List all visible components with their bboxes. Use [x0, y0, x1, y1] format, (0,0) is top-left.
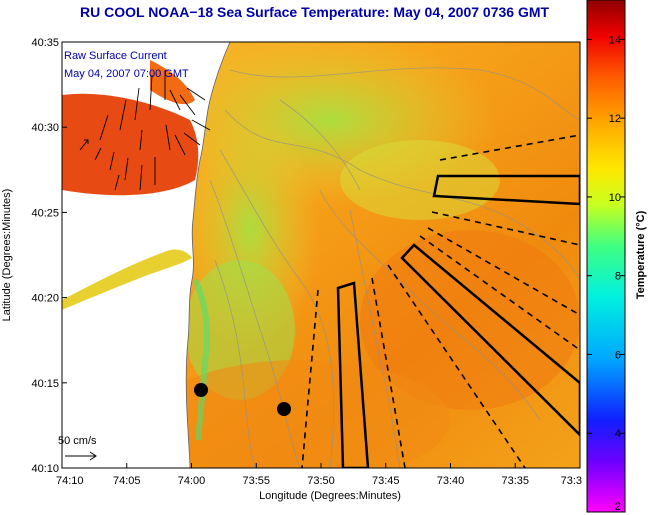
- radial-lines: [301, 134, 580, 468]
- scale-arrow: [65, 451, 97, 461]
- x-tick-label: 73:55: [242, 475, 270, 487]
- y-axis-label: Latitude (Degrees:Minutes): [1, 189, 13, 322]
- x-tick-label: 73:50: [307, 475, 335, 487]
- station-marker: [277, 402, 291, 416]
- x-axis: 74:10 74:05 74:00 73:55 73:50 73:45 73:40 73:35…: [56, 463, 582, 487]
- y-tick-label: 40:35: [31, 37, 59, 49]
- x-tick-label: 74:10: [56, 475, 84, 487]
- x-tick-label: 73:40: [437, 475, 465, 487]
- sample-boxes: [336, 174, 580, 468]
- colorbar-ticks: 14 12 10 8 6 4 2: [587, 34, 625, 513]
- colorbar-tick-label: 8: [615, 271, 621, 283]
- colorbar-tick-label: 12: [609, 113, 621, 125]
- colorbar-tick-label: 6: [615, 349, 621, 361]
- y-tick-label: 40:20: [31, 293, 59, 305]
- map-title: RU COOL NOAA−18 Sea Surface Temperature:…: [80, 4, 550, 20]
- overlay-line2: May 04, 2007 07:00 GMT: [64, 68, 189, 80]
- x-tick-label: 74:05: [113, 475, 141, 487]
- x-tick-label: 73:3: [561, 475, 582, 487]
- y-tick-label: 40:15: [31, 378, 59, 390]
- colorbar-tick-label: 4: [615, 428, 621, 440]
- colorbar: [586, 0, 626, 513]
- x-tick-label: 74:00: [178, 475, 206, 487]
- colorbar-tick-label: 14: [609, 34, 621, 46]
- y-tick-label: 40:10: [31, 463, 59, 475]
- y-axis: 40:35 40:30 40:25 40:20 40:15 40:10: [31, 37, 67, 475]
- colorbar-tick-label: 2: [615, 501, 621, 513]
- overlay-line1: Raw Surface Current: [64, 50, 167, 62]
- x-axis-label: Longitude (Degrees:Minutes): [259, 490, 401, 502]
- y-tick-label: 40:25: [31, 207, 59, 219]
- x-tick-label: 73:45: [372, 475, 400, 487]
- colorbar-label: Temperature (°C): [635, 210, 647, 299]
- y-tick-label: 40:30: [31, 122, 59, 134]
- station-marker: [194, 383, 208, 397]
- scale-label: 50 cm/s: [58, 435, 97, 447]
- colorbar-tick-label: 10: [609, 192, 621, 204]
- x-tick-label: 73:35: [501, 475, 529, 487]
- sst-field: [62, 42, 580, 468]
- current-vectors: [79, 70, 211, 191]
